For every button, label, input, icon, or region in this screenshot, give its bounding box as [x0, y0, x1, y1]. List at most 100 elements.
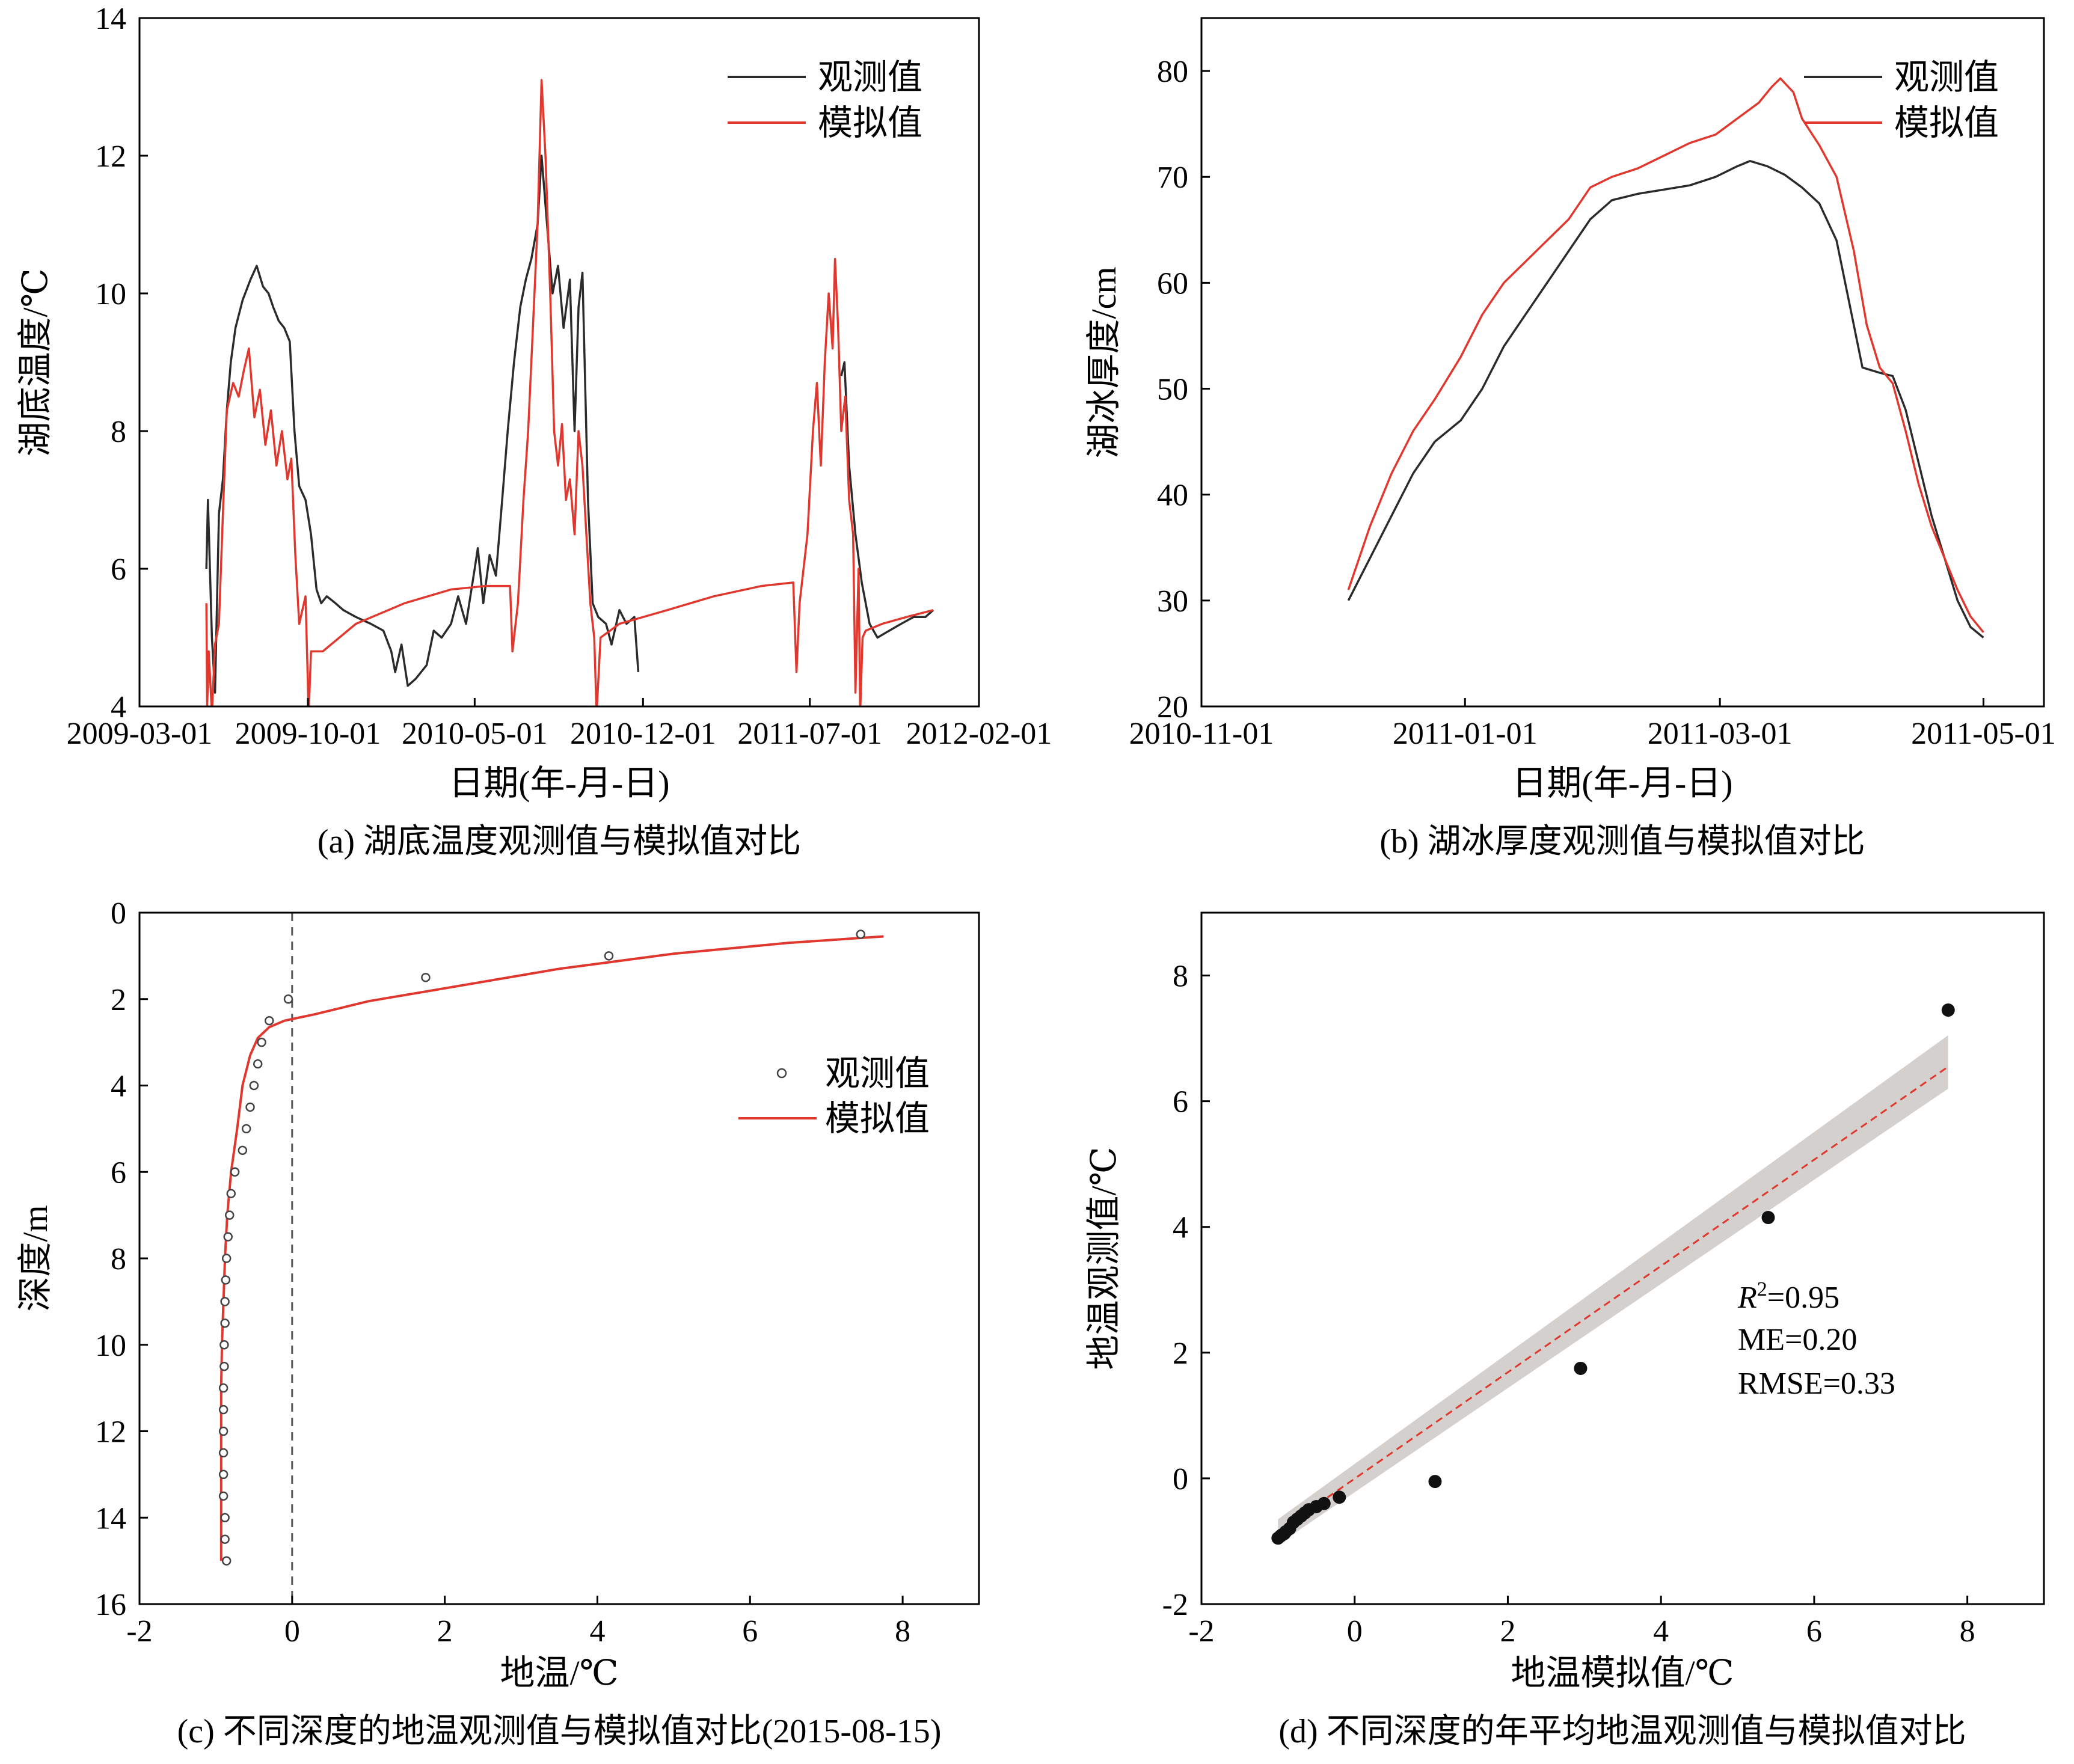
chart-panel-b: 2010-11-01 2011-01-01 2011-03-01 2011-05-01…: [1084, 17, 2056, 860]
legend-label: 模拟值: [818, 103, 922, 142]
x-tick-label: 8: [1960, 1614, 1975, 1649]
axes-frame: [1200, 17, 2045, 708]
observed-point: [221, 1254, 232, 1263]
data-point: [1333, 1490, 1346, 1504]
y-axis-label: 湖冰厚度/cm: [1084, 267, 1123, 459]
x-tick-label: 4: [589, 1614, 605, 1649]
y-tick-label: 2: [111, 983, 126, 1017]
observed-point: [220, 1297, 230, 1306]
y-tick-label: 10: [95, 277, 126, 311]
legend-label: 观测值: [818, 58, 922, 97]
y-tick-label: 40: [1157, 479, 1188, 513]
x-tick-label: 2010-11-01: [1129, 717, 1274, 751]
y-tick-label: 8: [111, 1242, 126, 1276]
panel-caption: (c) 不同深度的地温观测值与模拟值对比(2015-08-15): [177, 1713, 942, 1750]
x-tick-label: 2010-05-01: [402, 717, 548, 751]
x-tick-label: 2012-02-01: [906, 717, 1052, 751]
x-tick-label: 4: [1653, 1614, 1669, 1649]
series-line-simulated: [205, 79, 934, 706]
series-line-observed: [205, 155, 934, 694]
y-tick-label: 60: [1157, 266, 1188, 301]
observed-point: [218, 1404, 229, 1415]
y-tick-label: -2: [1162, 1588, 1188, 1622]
y-tick-label: 8: [1173, 960, 1188, 994]
y-tick-label: 80: [1157, 55, 1188, 89]
y-tick-label: 6: [111, 1156, 126, 1190]
y-tick-label: 20: [1157, 690, 1188, 724]
y-tick-label: 4: [1173, 1211, 1188, 1245]
observed-point: [230, 1167, 240, 1177]
axes-frame: [1200, 911, 2045, 1605]
x-axis-label: 日期(年-月-日): [449, 764, 669, 803]
observed-point: [220, 1318, 230, 1328]
plot-area: [218, 913, 884, 1604]
x-tick-label: 2: [1500, 1614, 1515, 1649]
r2-symbol: R: [1737, 1281, 1757, 1315]
y-tick-label: 4: [111, 1070, 126, 1104]
y-tick-label: 0: [1173, 1462, 1188, 1496]
y-tick-label: 16: [95, 1588, 126, 1622]
legend-marker: [776, 1068, 787, 1079]
y-axis-label: 湖底温度/℃: [16, 269, 55, 457]
observed-point: [257, 1037, 266, 1047]
x-tick-label: 2009-03-01: [67, 717, 213, 751]
y-tick-label: 12: [95, 1415, 126, 1450]
plot-area: [1271, 1003, 1955, 1545]
x-tick-label: 2010-12-01: [570, 717, 716, 751]
y-tick-label: 50: [1157, 373, 1188, 407]
observed-point: [218, 1426, 229, 1436]
r2-value: =0.95: [1767, 1281, 1839, 1315]
y-tick-label: 70: [1157, 161, 1188, 195]
simulated-line: [219, 935, 884, 1561]
panel-caption: (d) 不同深度的年平均地温观测值与模拟值对比: [1278, 1713, 1966, 1750]
r2-superscript: 2: [1757, 1278, 1767, 1300]
y-axis-label: 深度/m: [16, 1205, 55, 1311]
y-tick-label: 2: [1173, 1337, 1188, 1371]
observed-point: [249, 1080, 259, 1091]
x-tick-label: 6: [742, 1614, 758, 1649]
x-tick-label: 2011-07-01: [737, 717, 882, 751]
y-tick-label: 14: [95, 2, 126, 36]
legend-label: 模拟值: [825, 1099, 930, 1138]
observed-point: [218, 1469, 229, 1480]
panel-caption: (a) 湖底温度观测值与模拟值对比: [318, 823, 801, 860]
observed-point: [245, 1102, 255, 1112]
observed-point: [221, 1275, 231, 1285]
x-tick-label: 0: [284, 1614, 300, 1649]
y-tick-label: 12: [95, 139, 126, 174]
x-tick-label: 2011-01-01: [1393, 717, 1538, 751]
y-tick-label: 30: [1157, 584, 1188, 619]
observed-point: [220, 1534, 230, 1544]
x-tick-label: -2: [126, 1614, 152, 1649]
observed-point: [604, 951, 614, 961]
x-axis-label: 地温模拟值/℃: [1511, 1653, 1734, 1692]
x-tick-label: 8: [895, 1614, 910, 1649]
observed-point: [283, 994, 293, 1004]
y-tick-label: 8: [111, 415, 126, 449]
observed-point: [219, 1340, 229, 1350]
observed-point: [238, 1145, 248, 1156]
x-tick-label: 2011-03-01: [1648, 717, 1793, 751]
plot-area: [205, 79, 934, 706]
observed-point: [421, 973, 431, 982]
x-tick-label: -2: [1188, 1614, 1214, 1649]
panel-caption: (b) 湖冰厚度观测值与模拟值对比: [1379, 823, 1865, 860]
observed-point: [856, 929, 866, 939]
series-line-simulated: [1347, 77, 1984, 633]
x-axis-label: 地温/℃: [500, 1653, 619, 1692]
series-line-observed: [1347, 160, 1984, 639]
observed-point: [226, 1189, 236, 1198]
observed-point: [221, 1556, 232, 1566]
legend-label: 模拟值: [1894, 103, 1999, 142]
y-axis-label: 地温观测值/℃: [1084, 1147, 1123, 1370]
rmse-stat: RMSE=0.33: [1738, 1367, 1895, 1401]
y-tick-label: 0: [111, 896, 126, 931]
r2-stat: R2=0.95: [1737, 1278, 1839, 1315]
x-tick-label: 2009-10-01: [235, 717, 381, 751]
observed-point: [225, 1210, 235, 1220]
y-tick-label: 4: [111, 690, 126, 724]
chart-panel-a: 2009-03-01 2009-10-01 2010-05-01 2010-12-01…: [16, 2, 1052, 860]
legend-label: 观测值: [1894, 58, 1999, 97]
